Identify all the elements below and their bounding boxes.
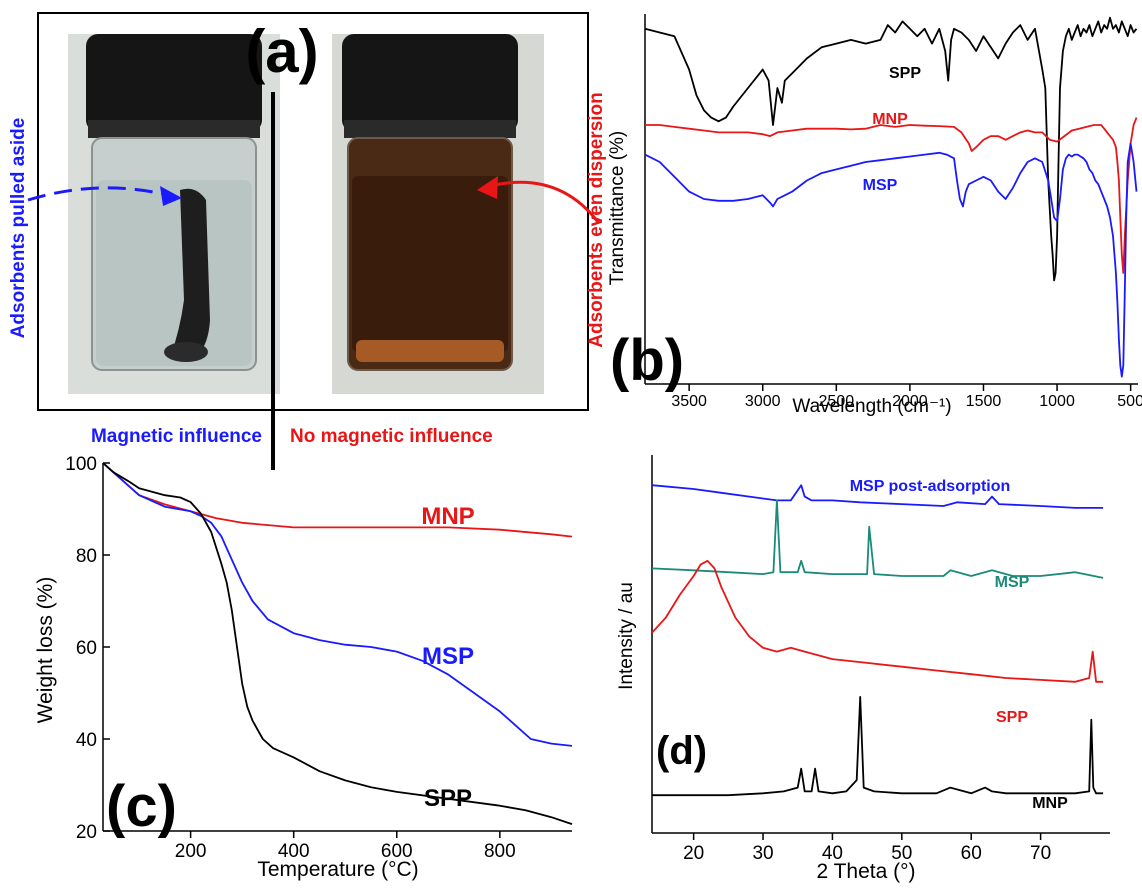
vial-right-cap-rim xyxy=(344,120,516,138)
blue-dashed-arrow xyxy=(27,186,173,202)
x-tick-label: 50 xyxy=(891,843,912,864)
y-tick-label: 60 xyxy=(76,638,97,659)
panel-a-label: (a) xyxy=(245,18,318,85)
tga-panel-label: (c) xyxy=(106,774,177,839)
vial-left-liquid xyxy=(96,180,252,366)
series-label-mnp: MNP xyxy=(421,503,474,530)
series-label-msp: MSP xyxy=(995,574,1030,591)
series-line-mnp xyxy=(102,462,573,538)
series-label-spp: SPP xyxy=(996,709,1028,726)
x-tick-label: 30 xyxy=(752,843,773,864)
x-tick-label: 20 xyxy=(683,843,704,864)
xrd-y-axis-label: Intensity / au xyxy=(616,582,637,690)
tga-y-axis-label: Weight loss (%) xyxy=(34,577,57,724)
x-tick-label: 600 xyxy=(381,841,413,862)
series-label-msp: MSP xyxy=(422,643,474,670)
x-tick-label: 200 xyxy=(175,841,207,862)
magnetic-influence-caption: Magnetic influence xyxy=(91,426,262,447)
series-label-msp: MSP xyxy=(863,177,898,194)
x-tick-label: 500 xyxy=(1117,393,1142,410)
x-tick-label: 2500 xyxy=(819,393,855,410)
series-line-msp xyxy=(651,499,1104,579)
vial-left-photo xyxy=(68,34,280,394)
x-tick-label: 3000 xyxy=(745,393,781,410)
ftir-y-axis-label: Transmittance (%) xyxy=(607,131,628,286)
xrd-x-axis-label: 2 Theta (°) xyxy=(816,860,915,883)
series-line-msp xyxy=(644,142,1138,378)
vial-right-sediment xyxy=(356,340,504,362)
series-line-mnp xyxy=(652,696,1104,797)
series-label-spp: SPP xyxy=(424,785,472,812)
ftir-chart: 3500 3000 2500 2000 1500 1000 500 SPP MNP MSP Wa… xyxy=(607,14,1142,417)
pulled-aside-text: Adsorbents pulled aside xyxy=(8,118,29,339)
y-tick-label: 80 xyxy=(76,546,97,567)
x-tick-label: 40 xyxy=(822,843,843,864)
no-magnetic-influence-caption: No magnetic influence xyxy=(290,426,493,447)
tga-chart: 200 400 600 800 20 40 60 80 100 MNP MSP SPP Temper… xyxy=(34,454,573,881)
x-tick-label: 60 xyxy=(961,843,982,864)
series-label-msp-post-adsorption: MSP post-adsorption xyxy=(850,478,1011,495)
series-line-spp xyxy=(102,462,573,825)
y-tick-label: 40 xyxy=(76,730,97,751)
blue-arrow-head-icon xyxy=(160,186,182,206)
tga-x-axis-label: Temperature (°C) xyxy=(257,858,418,881)
y-tick-label: 100 xyxy=(65,454,97,475)
vial-left-cap-rim xyxy=(88,120,260,138)
series-line-mnp xyxy=(645,117,1138,274)
series-label-mnp: MNP xyxy=(872,111,908,128)
ftir-panel-label: (b) xyxy=(610,328,684,393)
vial-left-cap xyxy=(86,34,262,132)
red-arrow-head-icon xyxy=(477,176,498,199)
x-tick-label: 400 xyxy=(278,841,310,862)
series-line-msp-post-adsorption xyxy=(651,484,1104,509)
x-tick-label: 1500 xyxy=(966,393,1002,410)
xrd-panel-label: (d) xyxy=(656,729,707,773)
x-tick-label: 70 xyxy=(1030,843,1051,864)
red-arrow xyxy=(489,180,600,223)
vial-left-adsorbent xyxy=(170,188,210,360)
x-tick-label: 3500 xyxy=(671,393,707,410)
x-tick-label: 2000 xyxy=(892,393,928,410)
series-line-spp xyxy=(644,16,1138,282)
series-label-mnp: MNP xyxy=(1032,795,1068,812)
y-tick-label: 20 xyxy=(76,822,97,843)
vial-left-sediment xyxy=(164,342,208,362)
vial-right-liquid xyxy=(352,176,508,352)
series-line-msp xyxy=(102,462,573,747)
x-tick-label: 800 xyxy=(484,841,516,862)
series-line-spp xyxy=(651,559,1104,683)
ftir-x-axis-label: Wavelength (cm⁻¹) xyxy=(792,396,951,417)
x-tick-label: 1000 xyxy=(1039,393,1075,410)
panel-a: (a) Adsorbents pulled aside Adsorbents e… xyxy=(8,12,607,470)
vial-right-cap xyxy=(342,34,518,132)
series-label-spp: SPP xyxy=(889,65,921,82)
vial-right-photo xyxy=(332,34,544,394)
xrd-chart: 20 30 40 50 60 70 MSP post-adsorption MSP SPP MN… xyxy=(616,455,1110,883)
